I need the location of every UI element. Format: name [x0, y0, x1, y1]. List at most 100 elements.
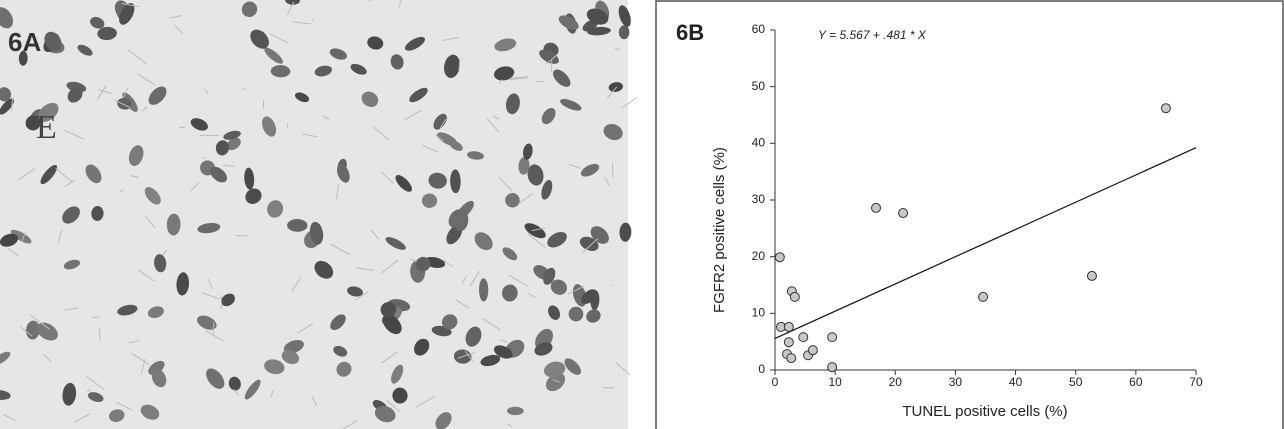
- fiber: [3, 413, 16, 422]
- nucleus: [223, 130, 241, 140]
- fiber: [189, 182, 199, 192]
- point: [827, 332, 838, 343]
- nucleus: [25, 320, 40, 340]
- region-marker: E: [36, 109, 57, 146]
- point: [789, 291, 800, 302]
- fiber: [409, 258, 418, 262]
- nucleus: [435, 412, 452, 429]
- fiber: [130, 175, 139, 178]
- nucleus: [244, 379, 261, 400]
- nucleus: [270, 65, 291, 78]
- nucleus: [314, 65, 332, 77]
- fiber: [330, 243, 351, 256]
- x-tick-label: 10: [828, 375, 842, 389]
- nucleus: [197, 222, 221, 234]
- fiber: [64, 130, 85, 140]
- x-tick-label: 60: [1129, 375, 1143, 389]
- fiber: [64, 307, 78, 311]
- nucleus: [479, 278, 489, 302]
- nucleus: [608, 82, 623, 92]
- nucleus: [144, 187, 161, 205]
- nucleus: [91, 205, 104, 221]
- nucleus: [287, 219, 308, 232]
- nucleus: [374, 405, 396, 423]
- micrograph-texture: [0, 0, 637, 429]
- point: [798, 332, 809, 343]
- nucleus: [0, 87, 12, 102]
- fiber: [29, 314, 51, 330]
- fiber: [372, 126, 390, 141]
- nucleus: [25, 115, 41, 131]
- fiber: [270, 390, 274, 397]
- nucleus: [382, 314, 402, 335]
- point: [871, 202, 882, 213]
- nucleus: [467, 151, 484, 160]
- nucleus: [176, 272, 190, 296]
- nucleus: [36, 322, 58, 341]
- fiber: [128, 339, 140, 344]
- nucleus: [390, 54, 404, 70]
- fiber: [116, 401, 133, 411]
- nucleus: [581, 289, 598, 304]
- nucleus: [119, 3, 135, 25]
- point: [783, 337, 794, 348]
- fiber: [121, 2, 140, 8]
- point: [807, 345, 818, 356]
- nucleus: [524, 223, 546, 239]
- fiber: [546, 54, 558, 65]
- fiber: [443, 259, 454, 268]
- fiber: [122, 87, 129, 98]
- fiber: [142, 105, 148, 112]
- nucleus: [329, 48, 347, 60]
- nucleus: [547, 231, 567, 248]
- nucleus: [558, 15, 579, 30]
- fiber: [335, 184, 340, 200]
- fiber: [241, 87, 245, 91]
- fiber: [57, 230, 63, 244]
- nucleus: [618, 5, 631, 27]
- nucleus: [441, 314, 458, 330]
- panel-border: [655, 0, 1284, 429]
- fiber: [381, 259, 399, 274]
- nucleus: [465, 326, 482, 347]
- nucleus: [448, 209, 465, 228]
- nucleus: [548, 305, 561, 320]
- y-tick-label: 10: [752, 306, 766, 320]
- fiber: [380, 171, 394, 184]
- fiber: [311, 18, 314, 21]
- nucleus: [474, 232, 493, 251]
- point: [786, 353, 797, 364]
- fiber: [457, 351, 476, 359]
- nucleus: [128, 145, 144, 166]
- nucleus: [117, 304, 138, 316]
- equation: Y = 5.567 + .481 * X: [818, 28, 927, 42]
- fiber: [370, 229, 380, 240]
- nucleus: [309, 221, 324, 245]
- x-axis-label: TUNEL positive cells (%): [902, 403, 1067, 420]
- nucleus: [350, 63, 367, 75]
- nucleus: [62, 206, 80, 224]
- nucleus: [262, 116, 277, 137]
- fiber: [169, 14, 183, 19]
- fiber: [508, 274, 529, 287]
- panel-label: 6B: [676, 20, 704, 45]
- nucleus: [0, 233, 19, 247]
- x-tick-label: 40: [1009, 375, 1023, 389]
- nucleus: [502, 284, 518, 302]
- nucleus: [541, 179, 553, 200]
- fiber: [136, 72, 156, 86]
- y-tick-label: 50: [752, 79, 766, 93]
- fiber: [415, 395, 436, 408]
- point: [898, 208, 909, 219]
- nucleus: [560, 99, 582, 111]
- fiber: [292, 21, 312, 25]
- nucleus: [85, 164, 102, 184]
- nucleus: [221, 293, 235, 307]
- nucleus: [395, 175, 412, 192]
- nucleus: [0, 98, 14, 115]
- fiber: [297, 323, 314, 334]
- nucleus: [330, 314, 346, 331]
- nucleus: [333, 345, 348, 357]
- nucleus: [140, 404, 160, 420]
- nucleus: [250, 29, 269, 49]
